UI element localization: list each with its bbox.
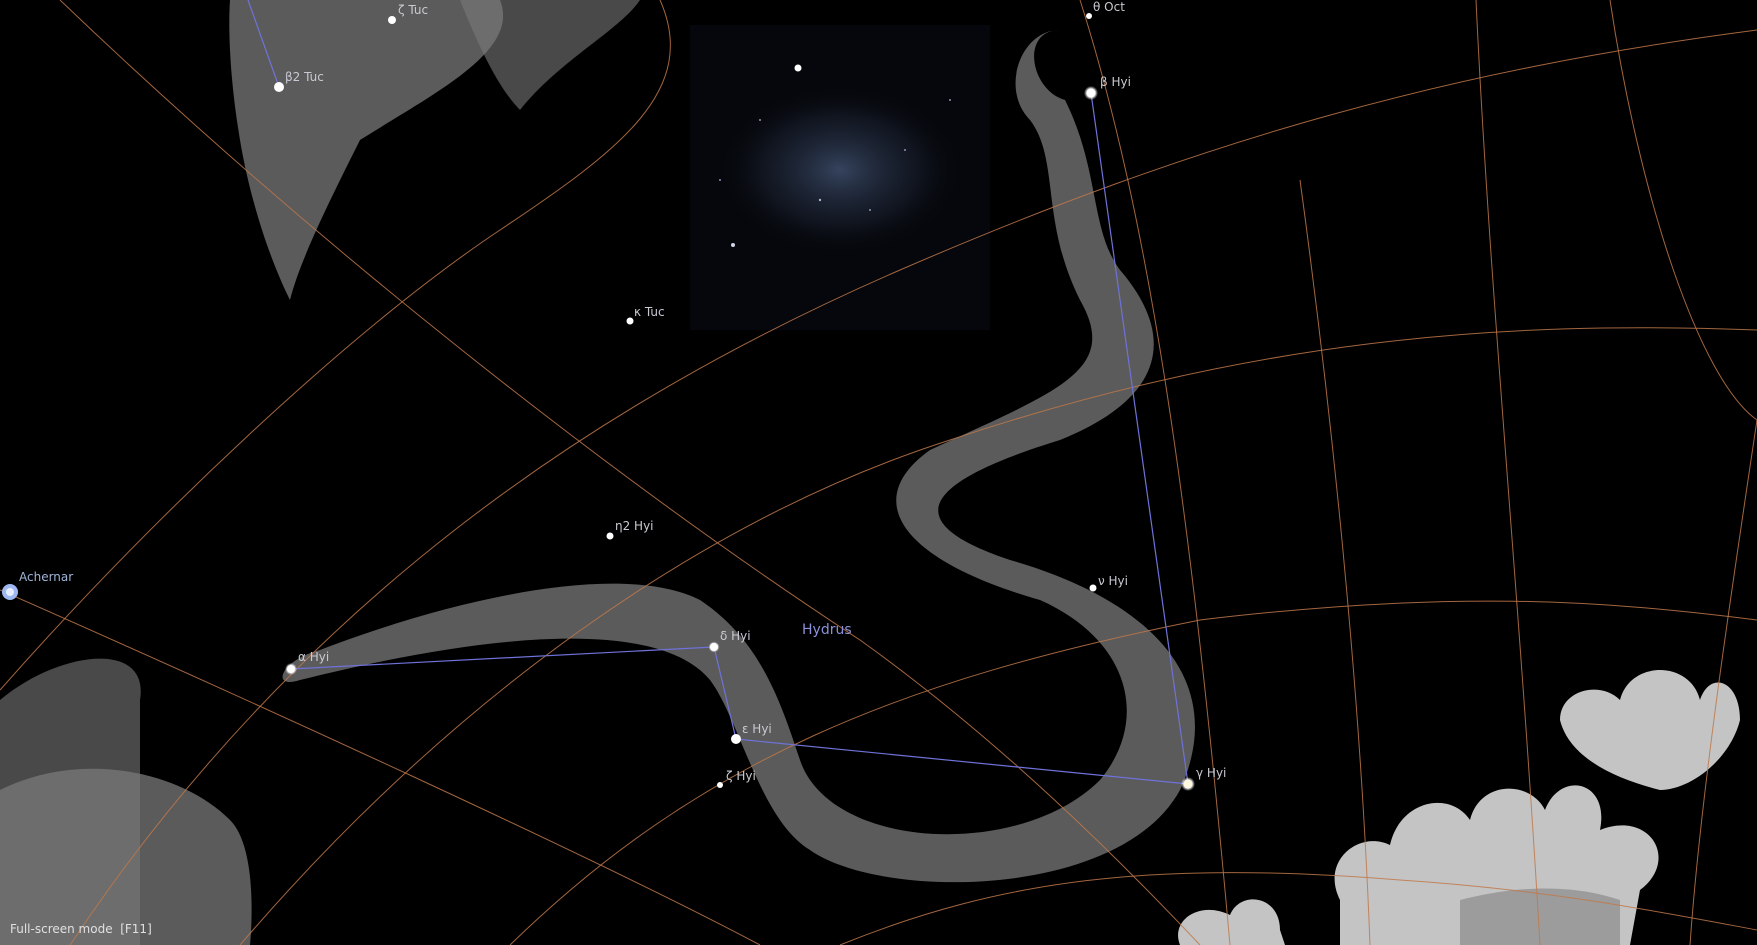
label-eta2-hyi: η2 Hyi <box>615 519 654 533</box>
label-beta2-tuc: β2 Tuc <box>285 70 324 84</box>
label-zeta-hyi: ζ Hyi <box>726 769 756 783</box>
star-nu-hyi[interactable] <box>1089 584 1097 592</box>
label-epsilon-hyi: ε Hyi <box>742 722 772 736</box>
star-epsilon-hyi[interactable] <box>731 734 741 744</box>
label-delta-hyi: δ Hyi <box>720 629 751 643</box>
label-alpha-hyi: α Hyi <box>298 650 329 664</box>
label-nu-hyi: ν Hyi <box>1098 574 1128 588</box>
star-theta-oct[interactable] <box>1086 13 1092 19</box>
star-gamma-hyi-core <box>1183 779 1193 789</box>
star-beta2-tuc[interactable] <box>274 82 284 92</box>
star-zeta-tuc[interactable] <box>388 16 396 24</box>
stars[interactable]: ζ Tuc β2 Tuc κ Tuc θ Oct β Hyi η2 Hyi Ac… <box>2 0 1226 791</box>
constellation-label-hydrus[interactable]: Hydrus <box>802 622 852 638</box>
constellation-lines <box>247 0 1189 785</box>
smc-nebula-image <box>690 25 990 330</box>
label-achernar: Achernar <box>19 570 73 584</box>
star-eta2-hyi[interactable] <box>606 532 614 540</box>
label-kappa-tuc: κ Tuc <box>634 305 665 319</box>
star-kappa-tuc[interactable] <box>626 317 634 325</box>
fullscreen-hint: Full-screen mode [F11] <box>10 922 152 936</box>
star-zeta-hyi[interactable] <box>717 782 723 788</box>
star-achernar-core <box>6 588 14 596</box>
star-alpha-hyi-core <box>287 665 295 673</box>
label-zeta-tuc: ζ Tuc <box>398 3 428 17</box>
star-beta-hyi-core <box>1086 88 1096 98</box>
star-delta-hyi-core <box>710 643 718 651</box>
label-theta-oct: θ Oct <box>1093 0 1125 14</box>
label-beta-hyi: β Hyi <box>1100 75 1131 89</box>
label-gamma-hyi: γ Hyi <box>1196 766 1226 780</box>
